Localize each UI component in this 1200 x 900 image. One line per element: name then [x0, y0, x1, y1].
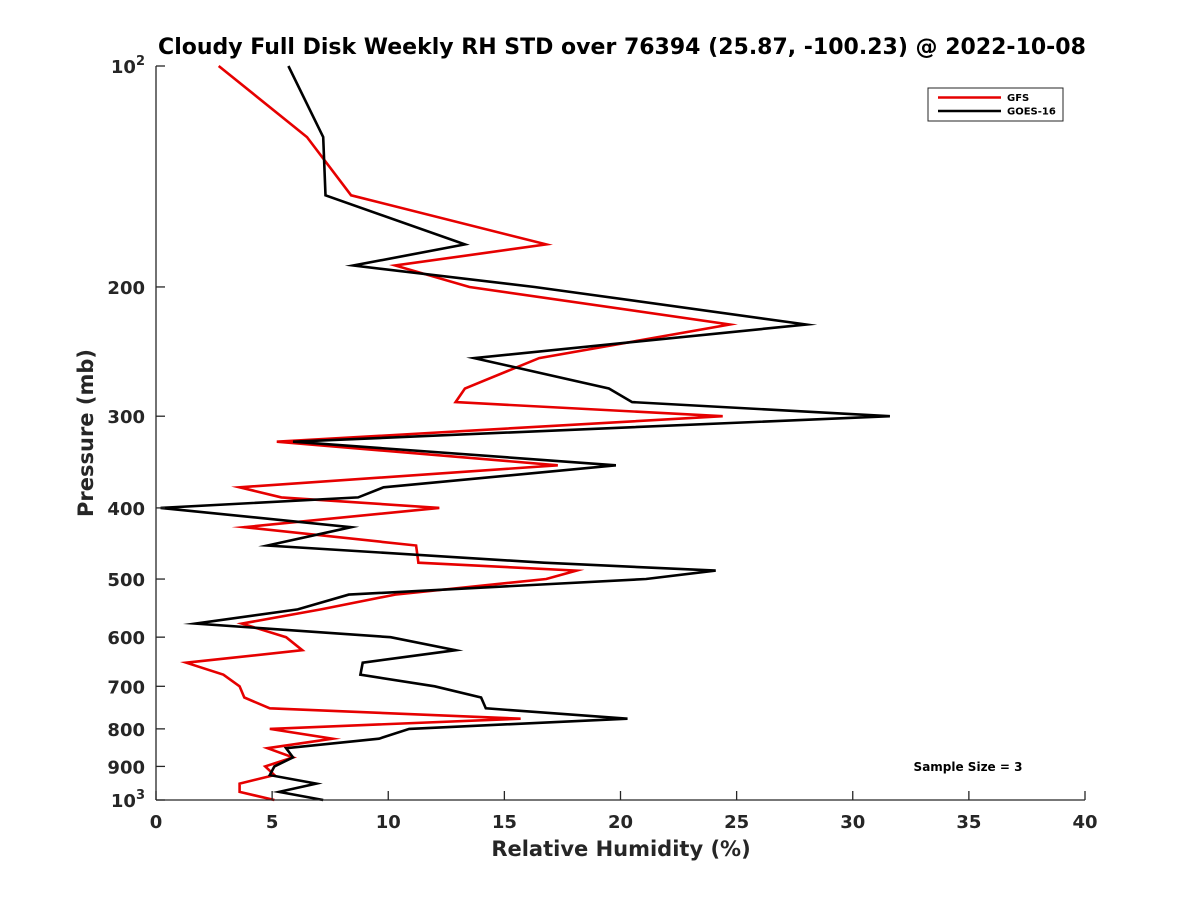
- x-tick-label: 35: [956, 812, 981, 833]
- y-tick-label: 200: [107, 278, 145, 299]
- y-tick-label: 600: [107, 628, 145, 649]
- plot-area: [160, 64, 890, 802]
- x-tick-label: 30: [840, 812, 865, 833]
- legend-label-goes-16: GOES-16: [1007, 107, 1056, 118]
- x-axis-ticks: 0 5 10 15 20 25 30 35 40: [150, 791, 1098, 833]
- legend-label-gfs: GFS: [1007, 93, 1029, 104]
- x-tick-label: 5: [266, 812, 279, 833]
- y-tick-label: 900: [107, 757, 145, 778]
- x-tick-label: 25: [724, 812, 749, 833]
- y-tick-label: 400: [107, 499, 145, 520]
- y-tick-label: 500: [107, 570, 145, 591]
- sample-size-annotation: Sample Size = 3: [914, 760, 1023, 774]
- x-tick-label: 10: [376, 812, 401, 833]
- x-tick-label: 40: [1072, 812, 1097, 833]
- x-tick-label: 15: [492, 812, 517, 833]
- series-line-goes-16: [160, 65, 890, 802]
- legend: GFS GOES-16: [927, 87, 1064, 122]
- y-tick-label: 103: [111, 788, 145, 812]
- y-tick-label: 700: [107, 677, 145, 698]
- legend-box: [927, 87, 1064, 122]
- chart-title: Cloudy Full Disk Weekly RH STD over 7639…: [158, 35, 1086, 60]
- series-line-gfs: [179, 64, 738, 802]
- x-axis-label: Relative Humidity (%): [491, 837, 750, 861]
- y-axis-label: Pressure (mb): [74, 349, 98, 517]
- y-tick-label: 800: [107, 720, 145, 741]
- x-tick-label: 20: [608, 812, 633, 833]
- x-tick-label: 0: [150, 812, 163, 833]
- y-tick-label: 102: [111, 54, 145, 78]
- y-axis-ticks: 102 200 300 400 500 600 700 800 900 103: [107, 54, 165, 812]
- y-tick-label: 300: [107, 407, 145, 428]
